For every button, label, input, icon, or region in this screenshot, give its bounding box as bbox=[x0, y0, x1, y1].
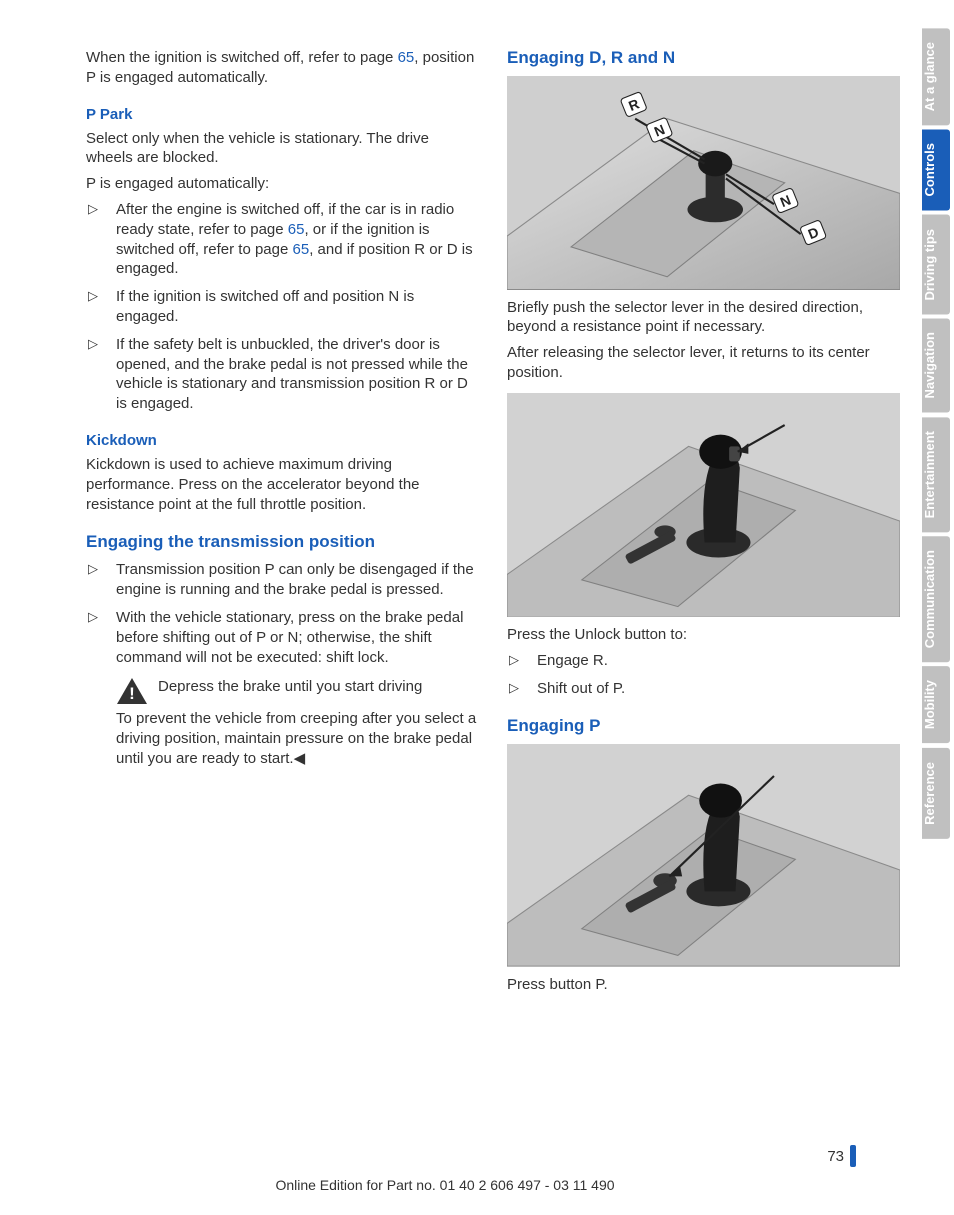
page-number-wrap: 73 bbox=[827, 1145, 856, 1167]
figure-selector-directions: R N N D bbox=[507, 76, 900, 290]
heading-engaging-transmission: Engaging the transmission position bbox=[86, 532, 479, 552]
side-tabs: At a glance Controls Driving tips Naviga… bbox=[922, 0, 954, 1215]
warning-body: To prevent the vehicle from creeping aft… bbox=[116, 709, 479, 768]
p-park-p1: Select only when the vehicle is stationa… bbox=[86, 129, 479, 169]
page-link-65[interactable]: 65 bbox=[398, 49, 415, 66]
intro-paragraph: When the ignition is switched off, refer… bbox=[86, 48, 479, 88]
p-park-list: After the engine is switched off, if the… bbox=[86, 200, 479, 414]
tab-at-a-glance[interactable]: At a glance bbox=[922, 28, 950, 125]
warning-title: Depress the brake until you start drivin… bbox=[158, 677, 422, 697]
figure-p-button bbox=[507, 744, 900, 966]
list-item: Shift out of P. bbox=[507, 679, 900, 699]
kickdown-text: Kickdown is used to achieve maximum driv… bbox=[86, 455, 479, 514]
page-link-65[interactable]: 65 bbox=[293, 241, 310, 258]
heading-p-park: P Park bbox=[86, 106, 479, 123]
page-link-65[interactable]: 65 bbox=[288, 221, 305, 238]
tab-navigation[interactable]: Navigation bbox=[922, 318, 950, 412]
tab-mobility[interactable]: Mobility bbox=[922, 666, 950, 743]
warning-block: ! Depress the brake until you start driv… bbox=[116, 677, 479, 768]
heading-engaging-drn: Engaging D, R and N bbox=[507, 48, 900, 68]
right-column: Engaging D, R and N bbox=[507, 48, 900, 1215]
footer-line: Online Edition for Part no. 01 40 2 606 … bbox=[0, 1177, 890, 1193]
list-item: If the ignition is switched off and posi… bbox=[86, 287, 479, 327]
unlock-intro: Press the Unlock button to: bbox=[507, 625, 900, 645]
list-item: If the safety belt is unbuckled, the dri… bbox=[86, 335, 479, 414]
left-column: When the ignition is switched off, refer… bbox=[86, 48, 479, 1215]
heading-engaging-p: Engaging P bbox=[507, 716, 900, 736]
list-item: After the engine is switched off, if the… bbox=[86, 200, 479, 279]
tab-driving-tips[interactable]: Driving tips bbox=[922, 215, 950, 315]
tab-entertainment[interactable]: Entertainment bbox=[922, 417, 950, 532]
heading-kickdown: Kickdown bbox=[86, 432, 479, 449]
warning-icon: ! bbox=[116, 677, 148, 705]
p-park-p2: P is engaged automatically: bbox=[86, 174, 479, 194]
page-accent bbox=[850, 1145, 856, 1167]
tab-communication[interactable]: Communication bbox=[922, 536, 950, 662]
page-number: 73 bbox=[827, 1148, 844, 1165]
unlock-list: Engage R. Shift out of P. bbox=[507, 651, 900, 699]
list-item: With the vehicle stationary, press on th… bbox=[86, 608, 479, 667]
list-item: Transmission position P can only be dise… bbox=[86, 560, 479, 600]
tab-reference[interactable]: Reference bbox=[922, 748, 950, 839]
svg-text:!: ! bbox=[129, 684, 135, 703]
list-item: Engage R. bbox=[507, 651, 900, 671]
drn-p2: After releasing the selector lever, it r… bbox=[507, 343, 900, 383]
engage-list: Transmission position P can only be dise… bbox=[86, 560, 479, 667]
figure-unlock-button bbox=[507, 393, 900, 617]
drn-p1: Briefly push the selector lever in the d… bbox=[507, 298, 900, 338]
tab-controls[interactable]: Controls bbox=[922, 129, 950, 210]
press-p-text: Press button P. bbox=[507, 975, 900, 995]
intro-text-a: When the ignition is switched off, refer… bbox=[86, 49, 398, 66]
